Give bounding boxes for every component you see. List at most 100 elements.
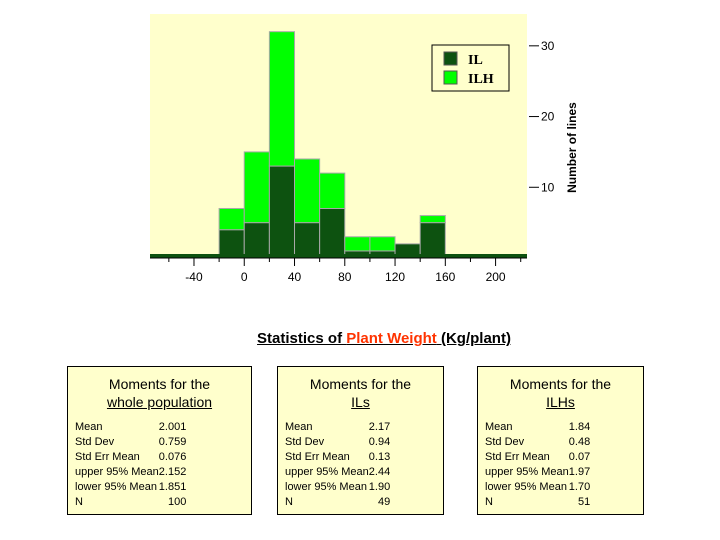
legend-swatch-il bbox=[443, 51, 458, 66]
bar-il bbox=[268, 165, 296, 259]
x-tick-label: 0 bbox=[241, 270, 248, 284]
stat-row: lower 95% Mean 1.70 bbox=[485, 480, 590, 495]
stat-value: 2.152 bbox=[158, 466, 187, 478]
stat-label: N bbox=[285, 496, 293, 508]
stat-label: Std Err Mean bbox=[75, 451, 140, 463]
statistics-heading: Statistics of Plant Weight (Kg/plant) bbox=[0, 330, 720, 347]
bar-ilh bbox=[319, 172, 346, 209]
x-axis: -40 0 40 80 120 160 200 bbox=[150, 257, 527, 284]
panel-title: Moments for the ILHs bbox=[478, 375, 643, 411]
legend: IL ILH bbox=[431, 44, 510, 92]
stat-value: 0.48 bbox=[568, 436, 591, 448]
stat-value: 0.94 bbox=[368, 436, 391, 448]
heading-variable: Plant Weight bbox=[346, 330, 437, 347]
stat-value: 0.076 bbox=[158, 451, 187, 463]
stat-row: N 51 bbox=[485, 495, 590, 510]
stat-value: 1.70 bbox=[568, 481, 591, 493]
stat-label: Std Err Mean bbox=[285, 451, 350, 463]
moments-panel-ils: Moments for the ILs Mean 2.17 Std Dev 0.94… bbox=[277, 366, 444, 515]
stat-row: Std Dev 0.759 bbox=[75, 435, 186, 450]
x-tick-label: -40 bbox=[185, 270, 203, 284]
stat-row: N 100 bbox=[75, 495, 186, 510]
x-tick-label: 40 bbox=[288, 270, 302, 284]
stat-label: Std Dev bbox=[485, 436, 525, 448]
stat-label: lower 95% Mean bbox=[485, 481, 567, 493]
panel-subtitle: whole population bbox=[106, 394, 213, 410]
stat-row: upper 95% Mean 2.152 bbox=[75, 465, 186, 480]
stat-label: Mean bbox=[285, 421, 313, 433]
stat-label: lower 95% Mean bbox=[285, 481, 367, 493]
bars-group bbox=[218, 31, 446, 259]
stat-value: 0.13 bbox=[368, 451, 391, 463]
stat-label: lower 95% Mean bbox=[75, 481, 157, 493]
stat-row: upper 95% Mean 2.44 bbox=[285, 465, 390, 480]
bar-il bbox=[243, 222, 270, 259]
stat-value: 2.001 bbox=[158, 421, 187, 433]
legend-label-ilh: ILH bbox=[468, 72, 494, 87]
heading-unit: (Kg/plant) bbox=[436, 330, 511, 347]
histogram-chart: -40 0 40 80 120 160 200 10 20 30 Number of lines… bbox=[150, 14, 579, 284]
stat-value: 1.90 bbox=[368, 481, 391, 493]
bar-il bbox=[319, 207, 346, 259]
panel-title: Moments for the whole population bbox=[68, 375, 251, 411]
panel-subtitle: ILHs bbox=[546, 394, 575, 410]
stat-row: Std Err Mean 0.13 bbox=[285, 450, 390, 465]
x-tick-label: 200 bbox=[486, 270, 506, 284]
heading-prefix: Statistics of bbox=[257, 330, 347, 347]
stat-label: upper 95% Mean bbox=[75, 466, 159, 478]
bar-il bbox=[218, 229, 245, 259]
bar-ilh bbox=[268, 31, 296, 167]
stat-label: N bbox=[75, 496, 83, 508]
stat-row: Mean 2.001 bbox=[75, 420, 186, 435]
stat-value: 2.44 bbox=[368, 466, 391, 478]
stat-value: 1.97 bbox=[568, 466, 591, 478]
stat-row: upper 95% Mean 1.97 bbox=[485, 465, 590, 480]
panel-title-line: Moments for the bbox=[509, 376, 612, 392]
x-tick-label: 160 bbox=[435, 270, 455, 284]
stat-row: lower 95% Mean 1.90 bbox=[285, 480, 390, 495]
stat-row: Mean 2.17 bbox=[285, 420, 390, 435]
y-axis-label: Number of lines bbox=[565, 102, 579, 193]
stat-row: Std Dev 0.94 bbox=[285, 435, 390, 450]
stat-label: N bbox=[485, 496, 493, 508]
stats-table: Mean 2.17 Std Dev 0.94 Std Err Mean 0.13 up… bbox=[285, 420, 390, 510]
stat-value: 0.759 bbox=[158, 436, 187, 448]
panel-title: Moments for the ILs bbox=[278, 375, 443, 411]
x-tick-label: 120 bbox=[385, 270, 405, 284]
stat-row: Mean 1.84 bbox=[485, 420, 590, 435]
stat-value: 100 bbox=[167, 496, 187, 508]
moments-panel-ilhs: Moments for the ILHs Mean 1.84 Std Dev 0.4… bbox=[477, 366, 644, 515]
stat-row: N 49 bbox=[285, 495, 390, 510]
stat-row: Std Dev 0.48 bbox=[485, 435, 590, 450]
bar-il bbox=[294, 222, 321, 259]
stats-table: Mean 1.84 Std Dev 0.48 Std Err Mean 0.07 up… bbox=[485, 420, 590, 510]
y-tick-label: 30 bbox=[541, 39, 555, 53]
stat-row: Std Err Mean 0.076 bbox=[75, 450, 186, 465]
y-axis: 10 20 30 bbox=[529, 39, 555, 194]
bar-ilh bbox=[218, 207, 245, 231]
x-tick-label: 80 bbox=[338, 270, 352, 284]
stat-value: 0.07 bbox=[568, 451, 591, 463]
legend-label-il: IL bbox=[468, 53, 483, 68]
stats-table: Mean 2.001 Std Dev 0.759 Std Err Mean 0.076… bbox=[75, 420, 186, 510]
panel-subtitle: ILs bbox=[351, 394, 370, 410]
y-tick-label: 10 bbox=[541, 180, 555, 194]
stat-row: Std Err Mean 0.07 bbox=[485, 450, 590, 465]
stat-value: 1.84 bbox=[568, 421, 591, 433]
stat-label: Mean bbox=[75, 421, 103, 433]
stat-row: lower 95% Mean 1.851 bbox=[75, 480, 186, 495]
stat-label: Std Dev bbox=[285, 436, 325, 448]
panel-title-line: Moments for the bbox=[309, 376, 412, 392]
panel-title-line: Moments for the bbox=[108, 376, 211, 392]
moments-panel-whole-population: Moments for the whole population Mean 2.0… bbox=[67, 366, 252, 515]
stat-label: upper 95% Mean bbox=[485, 466, 569, 478]
bar-ilh bbox=[294, 158, 321, 224]
stat-label: Std Dev bbox=[75, 436, 115, 448]
bar-ilh bbox=[344, 236, 371, 252]
bar-il bbox=[419, 222, 446, 259]
stat-value: 1.851 bbox=[158, 481, 187, 493]
bar-ilh bbox=[419, 215, 446, 224]
baseline-strip bbox=[150, 254, 527, 258]
bar-ilh bbox=[243, 151, 270, 224]
legend-swatch-ilh bbox=[443, 70, 458, 85]
